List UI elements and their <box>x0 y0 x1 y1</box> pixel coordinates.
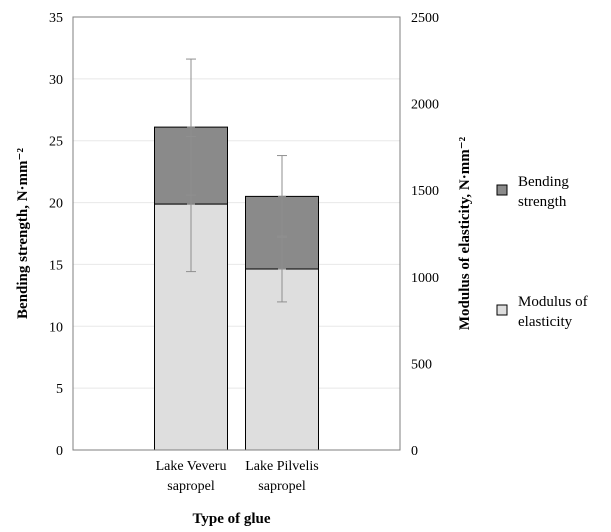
right-tick-label-1: 500 <box>411 357 432 372</box>
left-tick-label-1: 5 <box>56 382 63 397</box>
legend-swatch-1 <box>496 304 508 316</box>
left-axis-ticks: 0 5 10 15 20 25 30 35 <box>49 11 63 459</box>
right-tick-label-5: 2500 <box>411 11 439 26</box>
right-tick-label-4: 2000 <box>411 98 439 113</box>
legend-label-0-1: strength <box>518 194 567 210</box>
category-label-0-0: Lake Veveru <box>156 459 227 474</box>
category-labels: Lake Veveru sapropel Lake Pilvelis sapropel <box>156 459 319 494</box>
left-tick-label-2: 10 <box>49 320 63 335</box>
left-tick-label-4: 20 <box>49 197 63 212</box>
left-tick-label-5: 25 <box>49 135 63 150</box>
plot-area-frame <box>72 16 401 451</box>
left-tick-label-0: 0 <box>56 444 63 459</box>
x-axis-title: Type of glue <box>192 511 270 527</box>
bars <box>154 126 319 451</box>
right-tick-label-2: 1000 <box>411 271 439 286</box>
right-tick-label-0: 0 <box>411 444 418 459</box>
left-axis-title: Bending strength, N·mm⁻² <box>15 148 31 319</box>
left-tick-label-7: 35 <box>49 11 63 26</box>
category-label-1-0: Lake Pilvelis <box>245 459 319 474</box>
category-label-1-1: sapropel <box>258 479 306 494</box>
legend: Bending strength Modulus of elasticity <box>496 174 588 330</box>
legend-swatch-0 <box>496 184 508 196</box>
left-tick-label-3: 15 <box>49 258 63 273</box>
category-label-0-1: sapropel <box>167 479 215 494</box>
legend-label-0-0: Bending <box>518 174 569 190</box>
gridlines <box>73 78 400 389</box>
left-tick-label-6: 30 <box>49 73 63 88</box>
legend-label-1-1: elasticity <box>518 314 573 330</box>
legend-label-1-0: Modulus of <box>518 294 588 310</box>
error-bars <box>186 58 287 303</box>
right-tick-label-3: 1500 <box>411 184 439 199</box>
right-axis-ticks: 0 500 1000 1500 2000 2500 <box>411 11 439 459</box>
right-axis-title: Modulus of elasticity, N·mm⁻² <box>457 136 473 330</box>
